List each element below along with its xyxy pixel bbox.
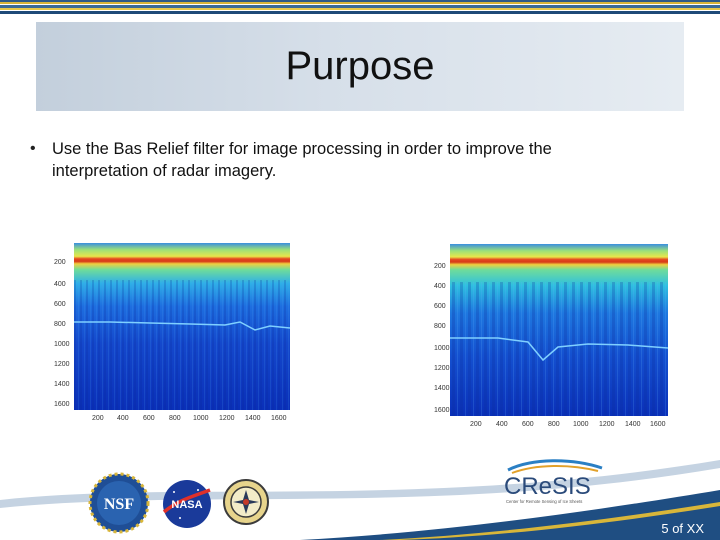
- slide-title: Purpose: [285, 44, 435, 88]
- x-tick-label: 1400: [245, 415, 261, 422]
- bullet-icon: •: [30, 140, 36, 157]
- x-tick-label: 1600: [271, 415, 287, 422]
- x-tick-label: 400: [496, 421, 508, 428]
- seal-logo: [222, 478, 270, 531]
- x-tick-label: 200: [92, 415, 104, 422]
- x-tick-label: 400: [117, 415, 129, 422]
- nsf-logo-text: NSF: [104, 496, 134, 513]
- y-tick-label: 200: [54, 259, 66, 266]
- y-tick-label: 1000: [434, 345, 450, 352]
- x-tick-label: 1000: [193, 415, 209, 422]
- bullet-text: Use the Bas Relief filter for image proc…: [52, 140, 552, 180]
- y-tick-label: 1600: [434, 407, 450, 414]
- y-tick-label: 1000: [54, 341, 70, 348]
- y-tick-label: 1200: [54, 361, 70, 368]
- x-tick-label: 1000: [573, 421, 589, 428]
- y-tick-label: 1600: [54, 401, 70, 408]
- y-tick-label: 1400: [54, 381, 70, 388]
- y-tick-label: 1400: [434, 385, 450, 392]
- radar-image-original: 200 400 600 800 1000 1200 1400 1600 200 …: [50, 240, 300, 425]
- x-tick-label: 200: [470, 421, 482, 428]
- radar-image-filtered: 200 400 600 800 1000 1200 1400 1600 200 …: [428, 242, 678, 432]
- y-tick-label: 800: [434, 323, 446, 330]
- cresis-logo-name: CReSIS: [504, 473, 591, 500]
- title-box: Purpose: [36, 22, 684, 111]
- y-tick-label: 400: [434, 283, 446, 290]
- x-tick-label: 800: [169, 415, 181, 422]
- y-tick-label: 600: [54, 301, 66, 308]
- nasa-logo-text: NASA: [171, 499, 202, 511]
- nasa-logo: NASA: [160, 478, 214, 535]
- y-tick-label: 600: [434, 303, 446, 310]
- nsf-logo: NSF: [88, 472, 150, 539]
- y-tick-label: 400: [54, 281, 66, 288]
- cresis-logo: CReSIS Center for Remote Sensing of Ice …: [502, 456, 612, 511]
- x-tick-label: 1600: [650, 421, 666, 428]
- x-tick-label: 600: [143, 415, 155, 422]
- bullet-item: • Use the Bas Relief filter for image pr…: [30, 138, 670, 182]
- x-tick-label: 800: [548, 421, 560, 428]
- y-tick-label: 800: [54, 321, 66, 328]
- page-number: 5 of XX: [661, 521, 704, 536]
- header-stripe: [0, 0, 720, 14]
- x-tick-label: 1200: [599, 421, 615, 428]
- y-tick-label: 200: [434, 263, 446, 270]
- x-tick-label: 1200: [219, 415, 235, 422]
- cresis-logo-tagline: Center for Remote Sensing of Ice Sheets: [506, 499, 582, 504]
- x-tick-label: 600: [522, 421, 534, 428]
- y-tick-label: 1200: [434, 365, 450, 372]
- x-tick-label: 1400: [625, 421, 641, 428]
